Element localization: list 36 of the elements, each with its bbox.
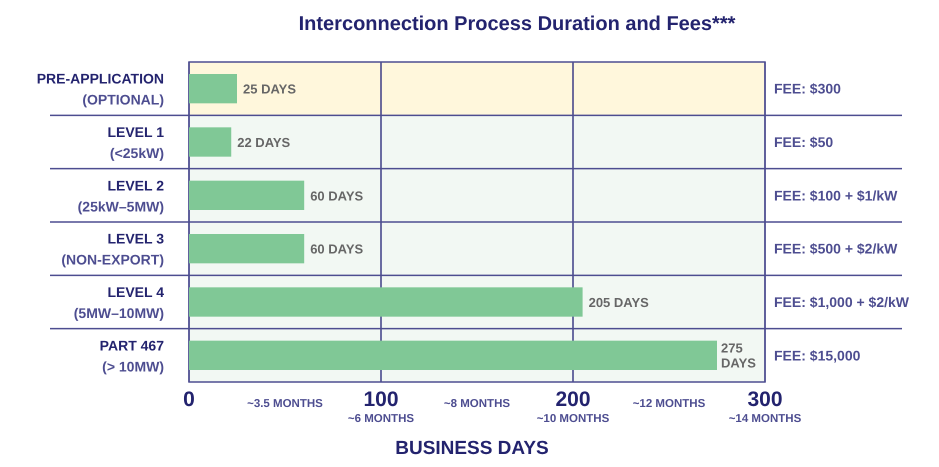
text: ~3.5 MONTHS [247, 398, 324, 410]
x-tick-label: 200 [555, 388, 591, 411]
bar [189, 287, 583, 317]
text: ~8 MONTHS [444, 398, 510, 410]
y-tick-label: PART 467 (> 10MW) [100, 337, 164, 374]
y-tick-label: LEVEL 4 (5MW–10MW) [74, 284, 164, 321]
bar [189, 127, 232, 157]
bar [189, 180, 304, 210]
text: FEE: $50 [774, 134, 834, 150]
x-tick-label: 0 [183, 388, 195, 411]
text: FEE: $300 [774, 80, 842, 97]
text: FEE: $100 + $1/kW [774, 187, 898, 204]
data-label: 22 DAYS [237, 135, 291, 150]
text: FEE: $1,000 + $2/kW [774, 294, 910, 310]
chart-title: Interconnection Process Duration and Fees*** [298, 13, 736, 35]
data-label: 60 DAYS [310, 242, 364, 257]
y-tick-label: PRE-APPLICATION (OPTIONAL) [36, 70, 164, 108]
bar [189, 234, 304, 264]
data-label: 205 DAYS [588, 295, 650, 310]
y-tick-label: LEVEL 1 (<25kW) [107, 124, 164, 161]
bar [189, 340, 717, 370]
y-tick-label: LEVEL 3 (NON-EXPORT) [61, 230, 164, 268]
x-tick-label: 100 [363, 388, 399, 411]
text: ~12 MONTHS [632, 398, 706, 410]
data-label: 275 DAYS [721, 340, 756, 370]
text: ~10 MONTHS [536, 413, 610, 425]
text: FEE: $500 + $2/kW [774, 240, 898, 257]
text: ~6 MONTHS [348, 413, 414, 425]
data-label: 60 DAYS [310, 188, 364, 204]
bar [189, 74, 237, 104]
x-tick-label: 300 [747, 388, 783, 411]
x-axis-title: BUSINESS DAYS [395, 438, 549, 459]
text: ~14 MONTHS [728, 413, 802, 425]
text: FEE: $15,000 [774, 347, 861, 364]
data-label: 25 DAYS [243, 82, 296, 97]
y-tick-label: LEVEL 2 (25kW–5MW) [78, 177, 164, 214]
